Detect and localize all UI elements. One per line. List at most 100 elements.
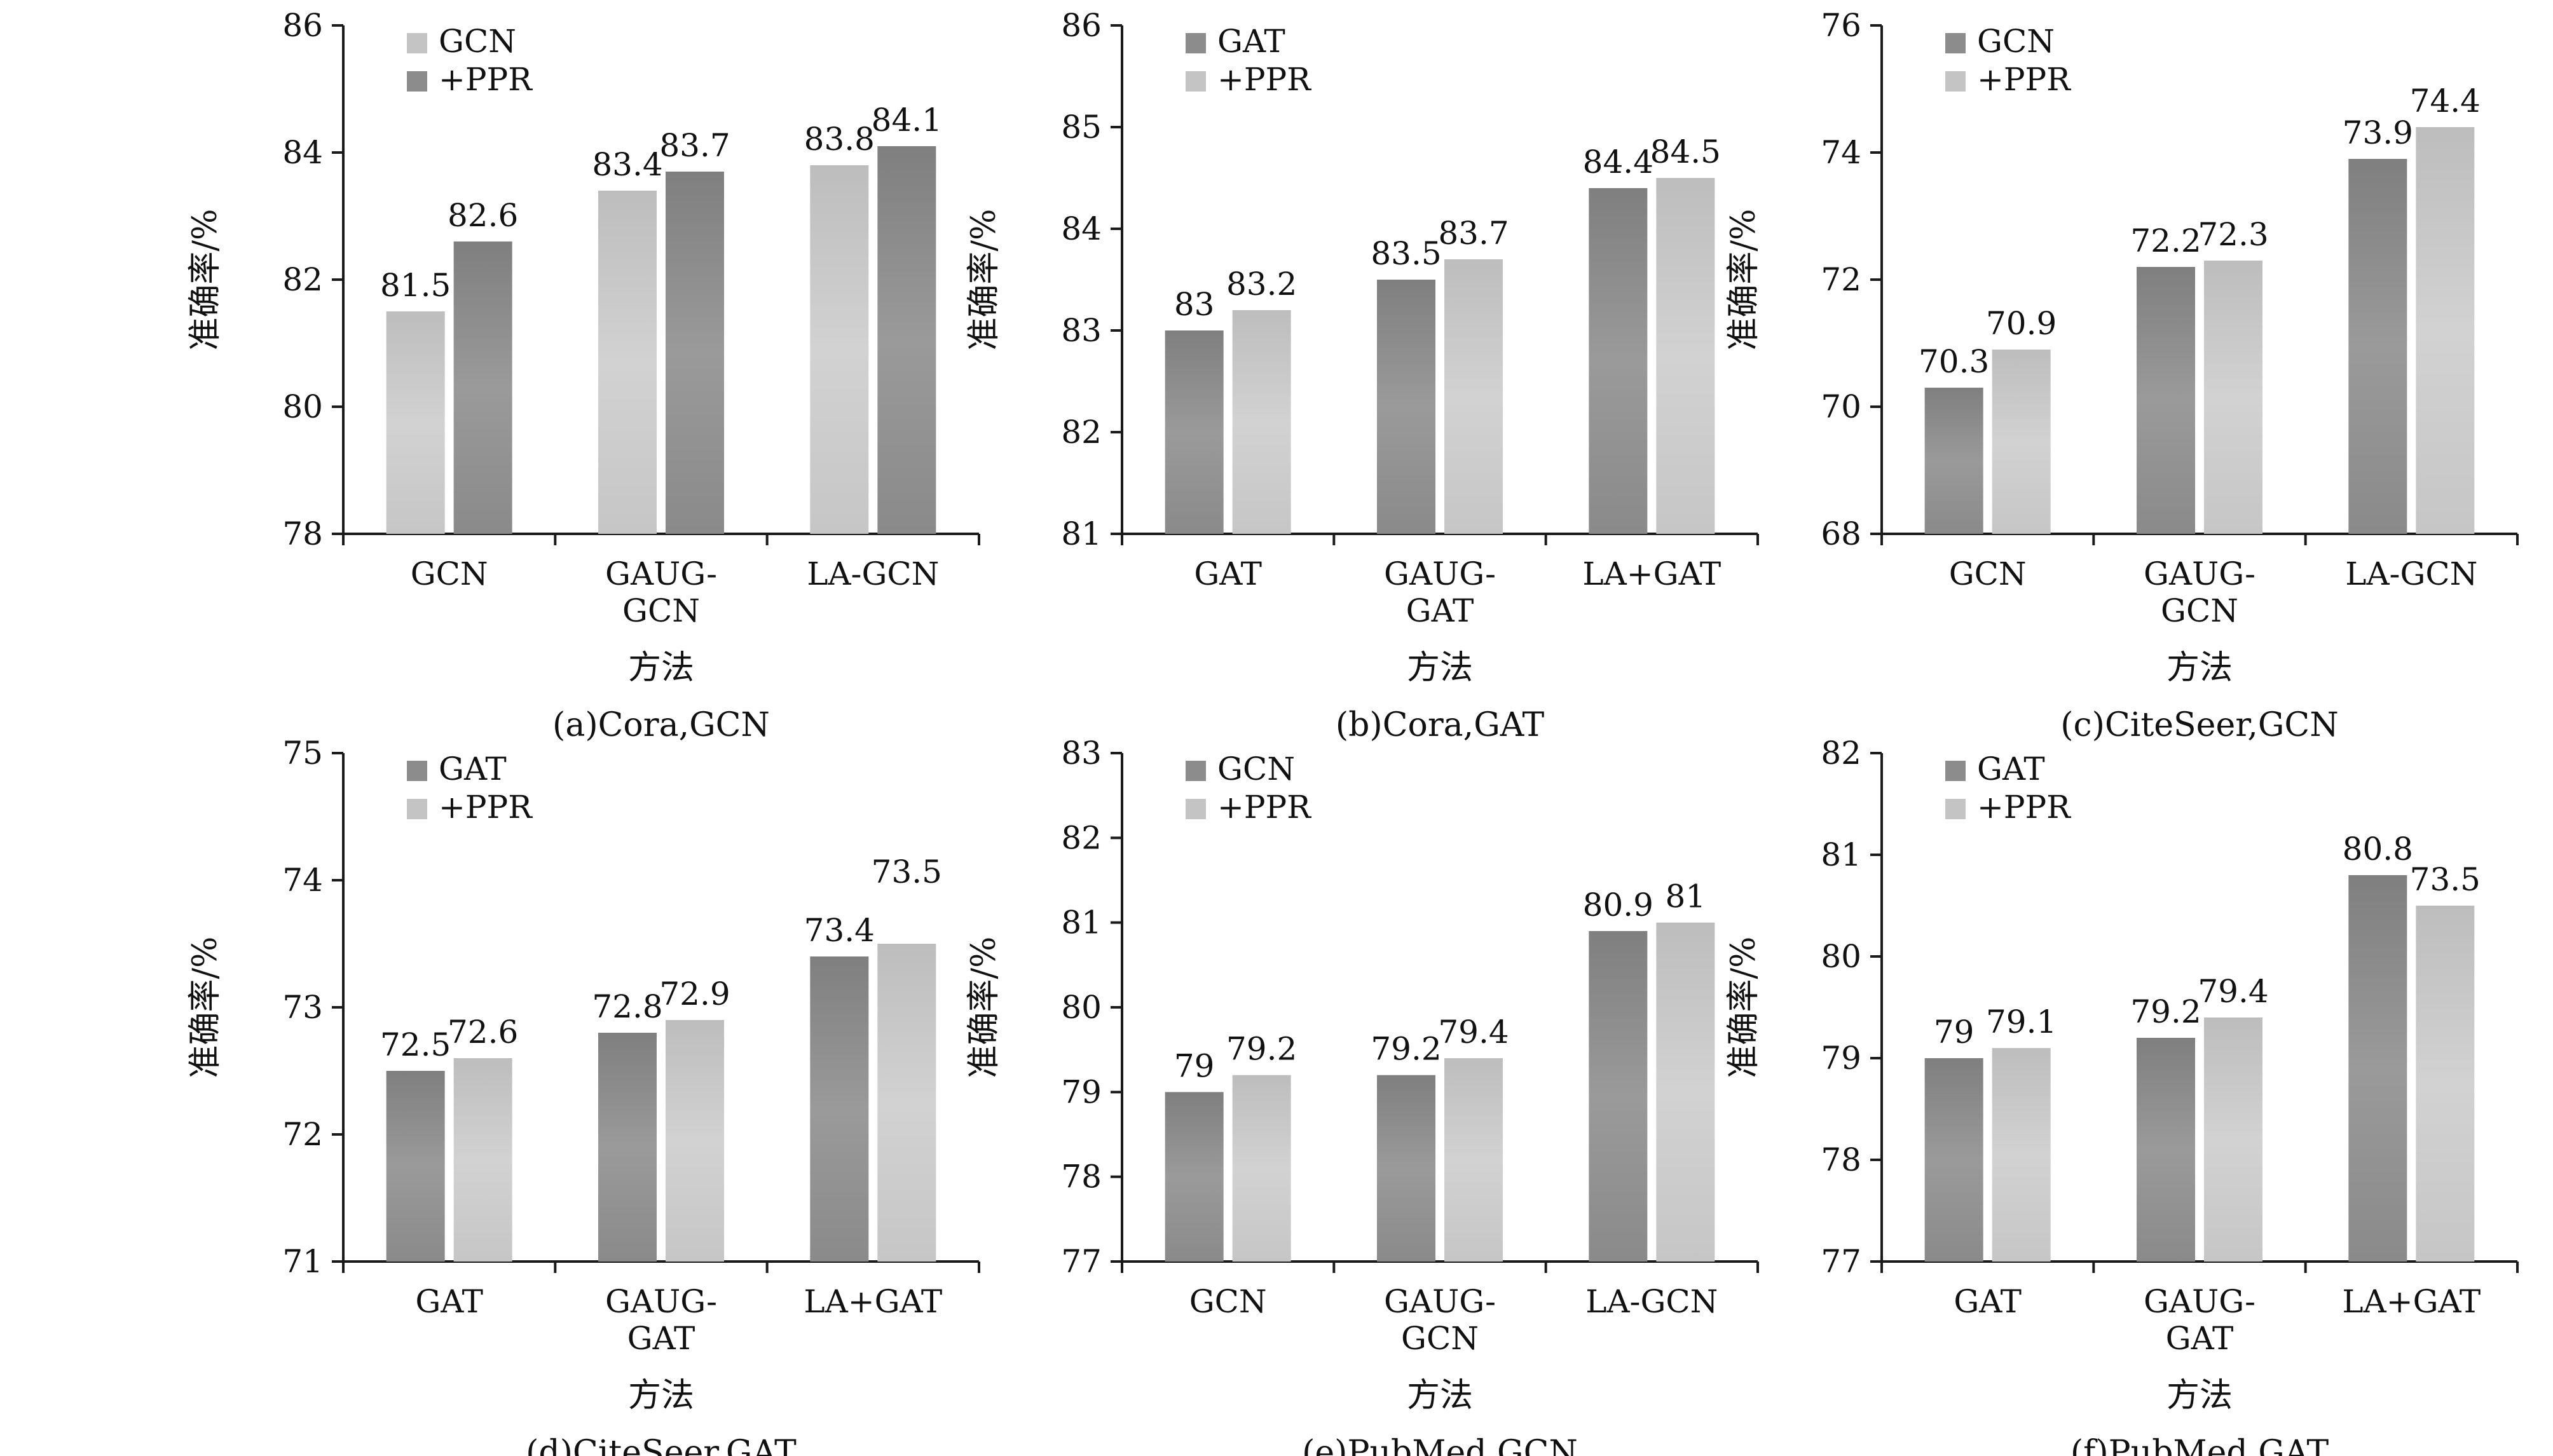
- value-label: 73.5: [2410, 861, 2481, 898]
- legend-label: GCN: [1977, 23, 2055, 60]
- y-axis-title: 准确率/%: [186, 937, 224, 1078]
- y-tick-label: 82: [1821, 735, 1861, 772]
- bar: [2416, 906, 2475, 1262]
- x-tick-label: GAUG-: [1384, 1283, 1496, 1320]
- panel-caption: (c)CiteSeer,GCN: [2060, 706, 2338, 744]
- value-label: 83.7: [1438, 215, 1509, 252]
- bar: [1232, 1075, 1291, 1262]
- bar: [666, 172, 724, 534]
- legend-swatch: [1186, 799, 1206, 819]
- y-tick-label: 76: [1821, 7, 1861, 44]
- x-tick-label: GAUG-: [605, 555, 717, 592]
- x-tick-label: GAT: [415, 1283, 483, 1320]
- bar: [2204, 1017, 2262, 1262]
- value-label: 81: [1666, 878, 1706, 915]
- chart-panel-c: 687072747670.370.9GCN72.272.3GAUG-GCN73.…: [1725, 7, 2519, 744]
- y-tick-label: 74: [282, 862, 323, 899]
- value-label: 82.6: [448, 197, 518, 234]
- x-tick-label: GCN: [1189, 1283, 1267, 1320]
- value-label: 79: [1174, 1047, 1215, 1084]
- bar: [810, 956, 869, 1262]
- chart-panel-b: 8182838485868383.2GAT83.583.7GAUG-GAT84.…: [965, 7, 1759, 744]
- x-tick-label: LA+GAT: [804, 1283, 942, 1320]
- legend-label: GAT: [439, 751, 507, 787]
- y-tick-label: 78: [1821, 1141, 1861, 1178]
- x-tick-label: GCN: [2161, 592, 2238, 629]
- y-tick-label: 78: [282, 515, 323, 552]
- value-label: 72.9: [659, 976, 730, 1012]
- legend-swatch: [1945, 33, 1966, 53]
- x-tick-label: GAUG-: [1384, 555, 1496, 592]
- value-label: 83: [1174, 286, 1215, 323]
- y-tick-label: 81: [1821, 836, 1861, 873]
- bar: [1232, 310, 1291, 534]
- value-label: 79.4: [2198, 973, 2268, 1010]
- y-tick-label: 80: [1821, 938, 1861, 975]
- x-tick-label: LA-GCN: [2345, 555, 2477, 592]
- y-axis-title: 准确率/%: [965, 937, 1003, 1078]
- x-tick-label: GAUG-: [2144, 555, 2255, 592]
- value-label: 79: [1934, 1014, 1975, 1051]
- bar: [386, 1071, 445, 1262]
- y-tick-label: 82: [1061, 819, 1102, 856]
- bar: [1992, 1048, 2051, 1262]
- bar: [1656, 922, 1715, 1262]
- y-tick-label: 81: [1061, 515, 1102, 552]
- bar: [598, 191, 657, 534]
- x-tick-label: GCN: [622, 592, 700, 629]
- bar: [598, 1033, 657, 1262]
- bar: [877, 146, 936, 534]
- bar: [1165, 1092, 1224, 1262]
- y-tick-label: 85: [1061, 109, 1102, 146]
- bar: [1377, 280, 1435, 534]
- legend-swatch: [407, 33, 427, 53]
- y-tick-label: 73: [282, 989, 323, 1026]
- y-tick-label: 70: [1821, 388, 1861, 425]
- value-label: 80.9: [1583, 887, 1653, 923]
- bar: [2137, 267, 2195, 534]
- x-tick-label: GAUG-: [605, 1283, 717, 1320]
- value-label: 70.9: [1986, 305, 2057, 342]
- legend-label: +PPR: [439, 789, 533, 826]
- value-label: 84.4: [1583, 144, 1653, 180]
- bar: [666, 1020, 724, 1262]
- x-axis-title: 方法: [2166, 649, 2233, 687]
- bar: [1444, 1058, 1503, 1262]
- y-tick-label: 80: [282, 388, 323, 425]
- value-label: 73.9: [2343, 114, 2413, 151]
- y-tick-label: 75: [282, 735, 323, 772]
- x-tick-label: GCN: [1401, 1320, 1479, 1357]
- value-label: 72.3: [2198, 216, 2268, 253]
- x-tick-label: GCN: [411, 555, 488, 592]
- y-tick-label: 84: [282, 134, 323, 171]
- legend-swatch: [1945, 761, 1966, 781]
- y-tick-label: 82: [282, 261, 323, 298]
- bar: [386, 311, 445, 534]
- legend-swatch: [1186, 33, 1206, 53]
- value-label: 79.4: [1438, 1014, 1509, 1051]
- legend-label: +PPR: [1217, 789, 1311, 826]
- value-label: 83.7: [659, 127, 730, 164]
- legend-swatch: [1945, 799, 1966, 819]
- x-axis-title: 方法: [1407, 649, 1473, 687]
- chart-panel-a: 788082848681.582.6GCN83.483.7GAUG-GCN83.…: [186, 7, 980, 744]
- legend-label: +PPR: [1977, 789, 2071, 826]
- legend-label: GAT: [1217, 23, 1285, 60]
- value-label: 83.4: [592, 146, 662, 183]
- legend-label: GCN: [1217, 751, 1295, 787]
- panel-caption: (d)CiteSeer,GAT: [526, 1434, 797, 1456]
- y-axis-title: 准确率/%: [965, 209, 1003, 351]
- value-label: 83.8: [804, 121, 875, 158]
- legend-swatch: [407, 761, 427, 781]
- value-label: 72.5: [380, 1026, 451, 1063]
- x-axis-title: 方法: [628, 649, 694, 687]
- bar: [1444, 259, 1503, 534]
- x-tick-label: GAT: [627, 1320, 695, 1357]
- legend-label: GCN: [439, 23, 516, 60]
- value-label: 79.2: [2130, 993, 2201, 1030]
- panel-caption: (e)PubMed,GCN: [1302, 1434, 1578, 1456]
- bar: [1924, 1058, 1983, 1262]
- y-tick-label: 79: [1061, 1073, 1102, 1110]
- bar: [2204, 261, 2262, 534]
